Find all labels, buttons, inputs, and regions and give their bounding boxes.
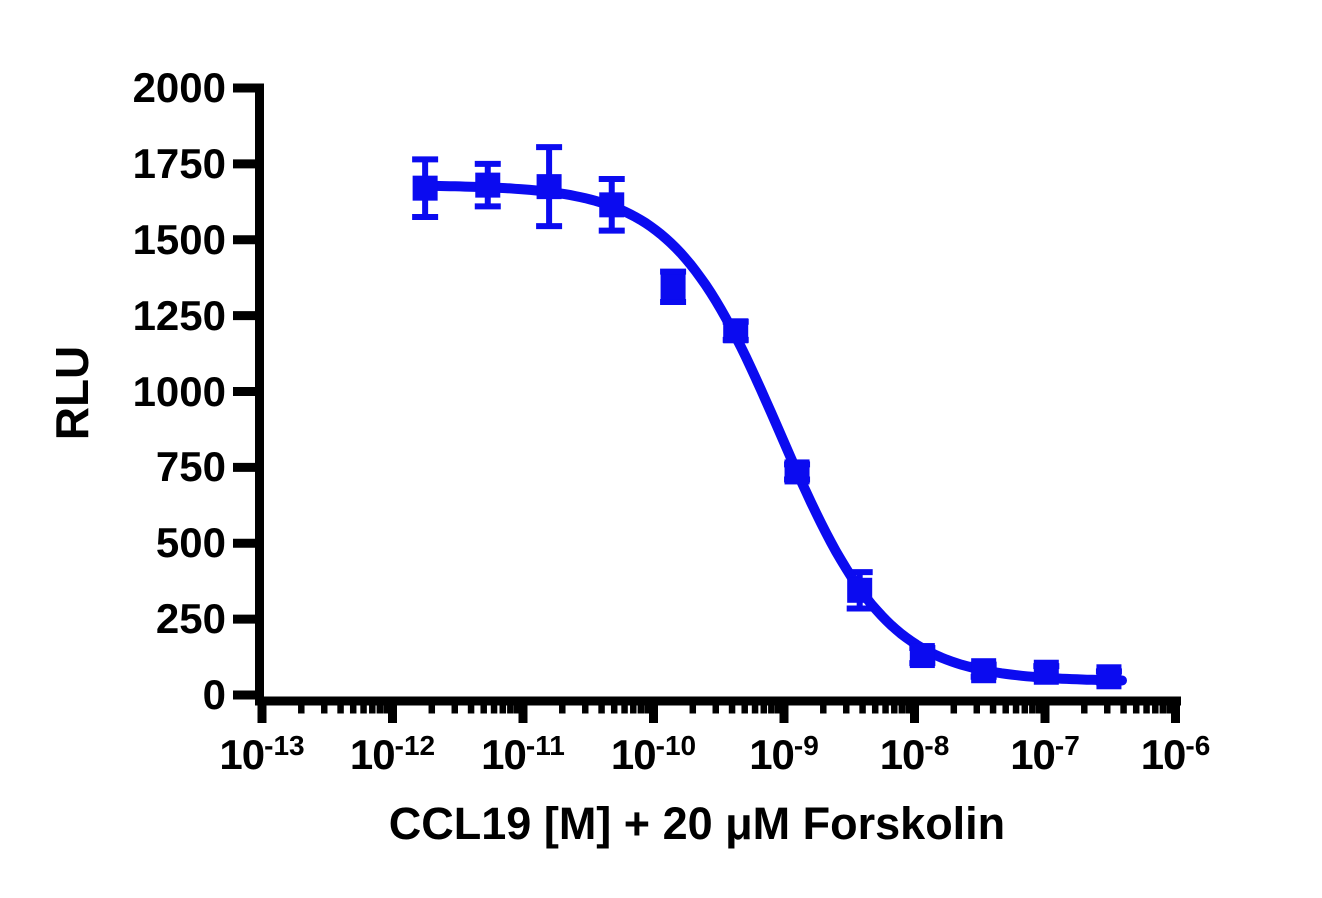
y-tick-label: 1750 xyxy=(132,139,226,187)
data-point-marker xyxy=(412,175,438,201)
x-tick-base: 10 xyxy=(749,731,795,778)
x-tick-exponent: -6 xyxy=(1185,730,1211,761)
data-point-marker xyxy=(847,577,873,603)
x-tick-base: 10 xyxy=(349,731,396,778)
x-tick-exponent: -9 xyxy=(793,730,819,761)
data-point-marker xyxy=(1033,659,1059,685)
data-point-marker xyxy=(909,643,935,669)
x-tick-exponent: -12 xyxy=(394,730,436,761)
x-tick-base: 10 xyxy=(1140,731,1187,778)
data-point-marker xyxy=(475,172,501,198)
x-tick-base: 10 xyxy=(1010,731,1056,778)
y-tick-label: 250 xyxy=(155,595,226,643)
data-point-marker xyxy=(599,192,625,218)
x-tick-label: 10-9 xyxy=(699,730,869,782)
x-tick-label: 10-8 xyxy=(830,730,1000,782)
x-tick-base: 10 xyxy=(610,731,657,778)
data-point-marker xyxy=(660,274,686,300)
y-tick-label: 0 xyxy=(202,671,226,718)
x-tick-exponent: -11 xyxy=(525,730,565,761)
y-tick-label: 1500 xyxy=(132,215,226,263)
x-tick-label: 10-7 xyxy=(960,730,1130,782)
y-tick-label: 1250 xyxy=(132,291,226,339)
x-tick-base: 10 xyxy=(481,731,527,778)
x-tick-label: 10-12 xyxy=(308,730,478,782)
x-tick-label: 10-6 xyxy=(1091,730,1261,782)
data-point-marker xyxy=(536,174,562,200)
x-tick-label: 10-11 xyxy=(438,730,608,782)
x-tick-exponent: -8 xyxy=(924,730,950,761)
x-tick-base: 10 xyxy=(219,731,265,778)
y-tick-label: 2000 xyxy=(132,64,226,111)
x-tick-label: 10-13 xyxy=(177,730,347,782)
fit-curve xyxy=(414,180,1127,686)
x-axis-title: CCL19 [M] + 20 μM Forskolin xyxy=(388,798,1006,849)
x-tick-base: 10 xyxy=(879,731,926,778)
data-point-marker xyxy=(723,318,749,344)
x-tick-label: 10-10 xyxy=(569,730,739,782)
x-tick-exponent: -13 xyxy=(264,730,305,761)
y-tick-label: 1000 xyxy=(132,367,226,415)
y-axis-title: RLU xyxy=(46,345,98,441)
x-tick-exponent: -7 xyxy=(1054,730,1080,761)
data-point-marker xyxy=(971,658,997,684)
y-tick-label: 750 xyxy=(155,443,226,491)
data-point-marker xyxy=(784,459,810,485)
x-tick-exponent: -10 xyxy=(655,730,697,761)
data-point-marker xyxy=(1096,664,1122,690)
y-tick-label: 500 xyxy=(155,519,226,567)
